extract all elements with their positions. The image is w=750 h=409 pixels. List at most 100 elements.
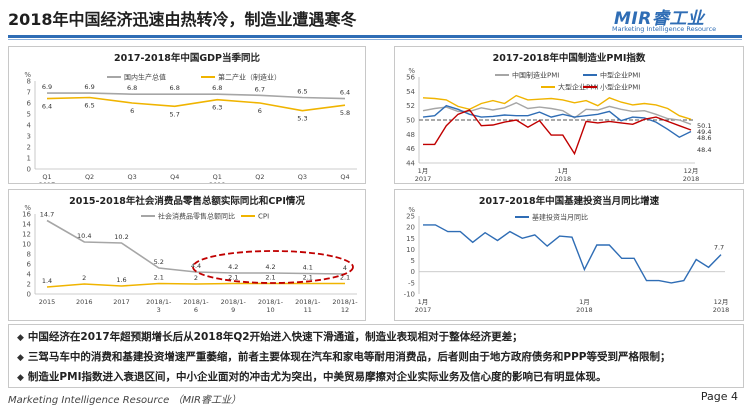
y-tick-label: 4 [27, 271, 32, 279]
key-point-text: 制造业PMI指数进入衰退区间，中小企业面对的冲击尤为突出，中美贸易摩擦对企业实际… [27, 371, 607, 383]
data-label: 2.1 [340, 274, 350, 282]
y-tick-label: 4 [27, 122, 32, 130]
infrastructure-chart: 2017-2018年中国基建投资当月同比增速 -10 -5 0 5 10 15 20 25% 基建… [404, 195, 730, 314]
y-tick-label: 8 [27, 78, 31, 86]
data-label: 1.4 [42, 277, 52, 285]
logo-brand: MIR睿工业 [614, 9, 705, 29]
data-label: 6.8 [170, 84, 180, 92]
data-label: 5.8 [340, 109, 350, 117]
data-label: 6.5 [297, 88, 307, 96]
y-tick-label: 12 [22, 231, 31, 239]
y-tick-label: -5 [408, 279, 415, 287]
y-tick-label: 54 [406, 88, 415, 96]
y-tick-label: 6 [27, 100, 32, 108]
x-tick-label: 2018/1- [221, 298, 247, 306]
x-tick-label: 6 [194, 306, 198, 314]
series-line [422, 102, 692, 125]
pmi-chart: 2017-2018年中国制造业PMI指数 44 46 48 50 52 54 56% 中国制造业… [406, 52, 711, 183]
end-value-label: 48.4 [697, 146, 711, 154]
y-tick-label: -10 [404, 291, 415, 299]
series-line [46, 219, 346, 275]
header-rule [8, 35, 742, 38]
x-tick-label: 2018 [576, 306, 593, 314]
key-point-text: 三驾马车中的消费和基建投资增速严重萎缩，前者主要体现在汽车和家电等耐用消费品，后… [27, 351, 671, 363]
series-line [47, 92, 346, 100]
x-tick-label: Q1 [213, 173, 222, 181]
y-tick-label: 50 [406, 117, 415, 125]
x-tick-label: 2018 [683, 175, 700, 183]
x-tick-label: 12月 [684, 167, 699, 175]
x-tick-label: 12 [341, 306, 349, 314]
y-tick-label: 8 [27, 251, 31, 259]
x-tick-label: 2017 [39, 181, 56, 183]
x-tick-label: 2018/1- [295, 298, 321, 306]
page-number: Page 4 [700, 390, 738, 403]
end-value-label: 49.4 [697, 128, 711, 136]
x-tick-label: Q4 [170, 173, 179, 181]
data-label: 5.2 [154, 258, 164, 266]
y-tick-label: 7 [27, 89, 31, 97]
x-tick-label: 1月 [579, 298, 590, 306]
company-logo: MIR睿工业 Marketing Intelligence Resource [610, 4, 738, 38]
footer-source: Marketing Intelligence Resource （MIR睿工业） [8, 395, 241, 406]
data-label: 6.8 [127, 84, 137, 92]
legend-label: CPI [258, 213, 269, 221]
data-label: 4.4 [191, 262, 201, 270]
end-value-label: 48.6 [697, 134, 711, 142]
data-label: 6.9 [42, 83, 52, 91]
y-tick-label: 10 [406, 246, 415, 254]
data-label: 6.8 [212, 84, 222, 92]
data-label: 6.4 [340, 89, 350, 97]
data-label: 5.3 [297, 115, 307, 123]
x-tick-label: Q4 [340, 173, 349, 181]
legend-label: 中型企业PMI [600, 71, 640, 80]
y-tick-label: 6 [27, 261, 32, 269]
y-axis-unit: % [408, 206, 415, 214]
series-line [423, 109, 692, 156]
data-label: 5.7 [170, 110, 180, 118]
y-tick-label: 48 [406, 131, 415, 139]
x-tick-label: 12月 [714, 298, 729, 306]
series-line [46, 282, 345, 288]
y-tick-label: 25 [406, 213, 415, 221]
data-label: 10.4 [77, 232, 91, 240]
gdp-chart: 2017-2018年中国GDP当季同比 0 1 2 3 4 5 6 7 8% 6.9 6.9 6.8 6.… [24, 52, 357, 183]
y-tick-label: 5 [27, 111, 31, 119]
x-tick-label: 2017 [113, 298, 130, 306]
x-tick-label: 1月 [418, 298, 429, 306]
data-label: 2.1 [303, 274, 313, 282]
x-tick-label: Q2 [255, 173, 264, 181]
chart-title: 2017-2018年中国制造业PMI指数 [493, 52, 646, 64]
series-line [422, 94, 692, 120]
data-label: 6 [258, 107, 262, 115]
y-axis-unit: % [408, 67, 415, 75]
data-label: 6.5 [84, 102, 94, 110]
x-tick-label: 3 [157, 306, 161, 314]
data-label: 10.2 [114, 233, 128, 241]
key-point: ◆ 三驾马车中的消费和基建投资增速严重萎缩，前者主要体现在汽车和家电等耐用消费品，… [17, 351, 671, 363]
data-label: 6.7 [255, 85, 265, 93]
key-point-text: 中国经济在2017年超预期增长后从2018年Q2开始进入快速下滑通道，制造业表现… [27, 331, 523, 343]
data-label: 4.2 [228, 263, 238, 271]
data-label: 2.1 [265, 274, 275, 282]
data-label: 2 [82, 274, 86, 282]
y-tick-label: 14 [22, 221, 31, 229]
legend-label: 第二产业（制造业） [218, 73, 281, 82]
y-tick-label: 56 [406, 74, 415, 82]
data-label: 6.9 [84, 83, 94, 91]
data-label: 4 [343, 264, 347, 272]
y-tick-label: 1 [27, 155, 31, 163]
chart-title: 2017-2018年中国GDP当季同比 [114, 52, 260, 64]
logo-tagline: Marketing Intelligence Resource [612, 25, 717, 33]
x-tick-label: 2017 [415, 175, 432, 183]
y-tick-label: 44 [406, 160, 415, 168]
data-label: 2 [194, 274, 198, 282]
y-tick-label: 3 [27, 133, 31, 141]
y-tick-label: 0 [27, 166, 31, 174]
x-tick-label: Q3 [128, 173, 137, 181]
series-line [422, 104, 692, 139]
infrastructure-chart-panel: 2017-2018年中国基建投资当月同比增速 -10 -5 0 5 10 15 20 25% 基建… [394, 189, 744, 321]
x-tick-label: 1月 [418, 167, 429, 175]
x-tick-label: 2018 [713, 306, 730, 314]
chart-title: 2017-2018年中国基建投资当月同比增速 [479, 195, 660, 207]
